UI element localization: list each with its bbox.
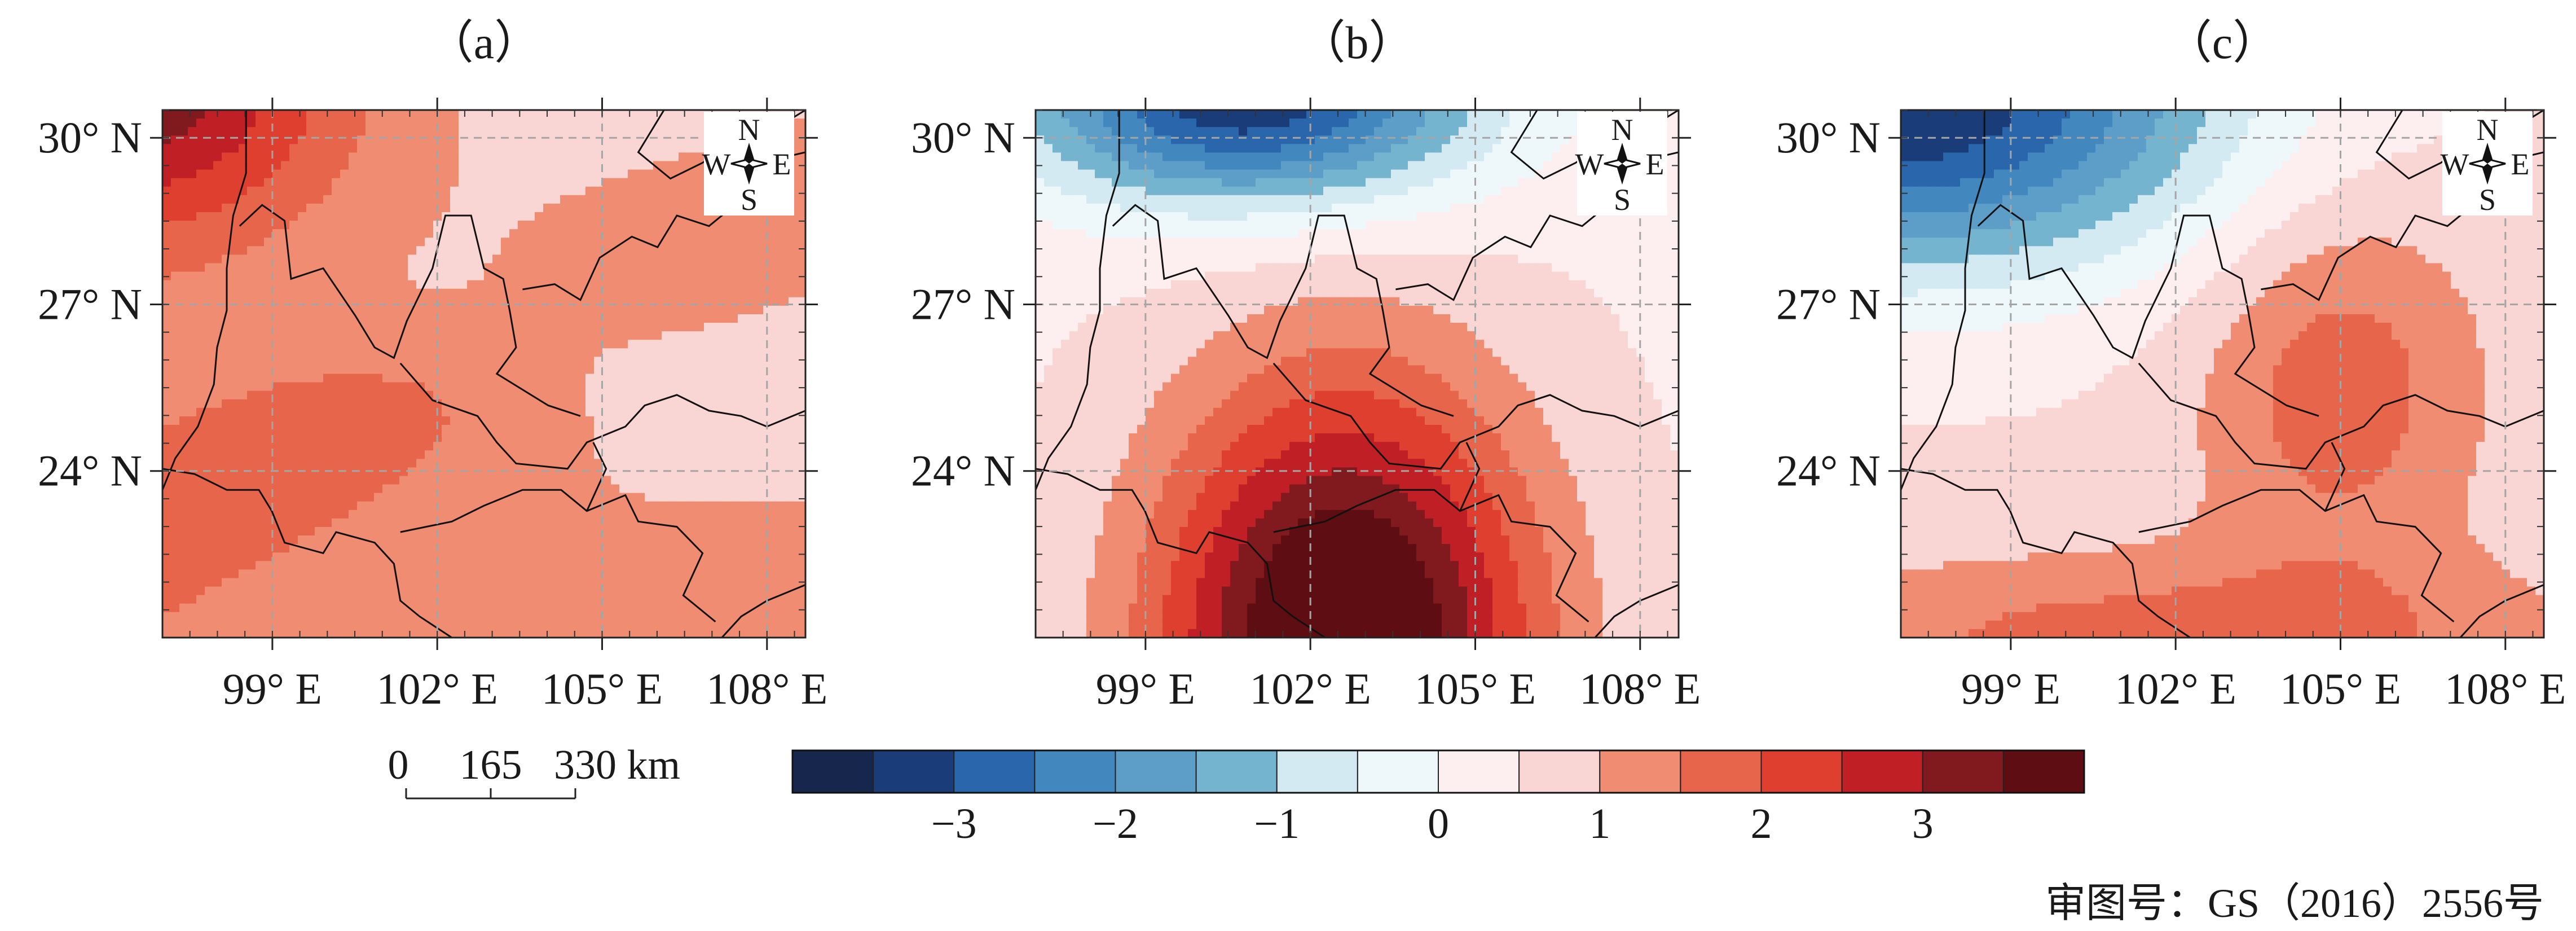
lat-tick-label: 30° N [911,113,1015,162]
panel-label: （c） [2166,17,2279,68]
colorbar-bin [1680,750,1762,793]
panel-label: （a） [428,17,540,68]
lon-tick-label: 108° E [706,664,827,713]
lon-tick-label: 102° E [1250,664,1371,713]
lon-tick-label: 108° E [2445,664,2566,713]
colorbar-bin [1760,750,1843,793]
map-panel-a: （a） 99° E 102° E 105° E 108° E 30° N 27° N 24° … [38,17,827,713]
lon-tick-label: 99° E [223,664,322,713]
colorbar-bin [1034,750,1116,793]
colorbar-bin [873,750,955,793]
compass-south-label: S [1614,183,1631,217]
lat-tick-label: 27° N [38,279,142,328]
colorbar-bin [1438,750,1520,793]
map-panel-b: （b） 99° E 102° E 105° E 108° E 30° N 27° N 24° … [911,17,1701,713]
compass-west-label: W [2441,147,2469,181]
colorbar-tick-label: 1 [1589,800,1610,847]
lon-tick-label: 105° E [2280,664,2401,713]
province-boundaries [1901,110,2544,638]
lon-tick-label: 102° E [377,664,498,713]
lat-tick-label: 30° N [1776,113,1881,162]
colorbar-bin [2002,750,2085,793]
compass-south-label: S [741,183,758,217]
graticule [1036,110,1679,638]
map-panel-c: （c） 99° E 102° E 105° E 108° E 30° N 27° N 24° … [1776,17,2566,713]
lon-tick-label: 99° E [1961,664,2060,713]
colorbar-bin [1115,750,1197,793]
colorbar-bin [1599,750,1681,793]
colorbar-bin [1922,750,2004,793]
lon-tick-label: 108° E [1579,664,1701,713]
colorbar-tick-label: 0 [1428,800,1449,847]
panel-label: （b） [1299,17,1415,68]
colorbar-tick-label: −3 [931,800,977,847]
colorbar-bin [1357,750,1439,793]
colorbar-bin [1841,750,1923,793]
compass-west-label: W [702,147,731,181]
lon-tick-label: 102° E [2115,664,2236,713]
map-frame [1034,109,1680,639]
compass-east-label: E [1646,147,1665,181]
anomaly-field [162,110,805,638]
colorbar-tick-label: 3 [1912,800,1934,847]
lat-tick-label: 24° N [38,446,142,495]
map-frame [1900,109,2545,639]
colorbar-bin [1195,750,1278,793]
compass-west-label: W [1575,147,1604,181]
north-arrow-icon: N SW E [2441,112,2533,217]
map-frame [161,109,807,639]
colorbar-bin [1276,750,1358,793]
colorbar-bin [1518,750,1601,793]
north-arrow-icon: N SW E [702,112,794,217]
compass-north-label: N [2477,113,2499,147]
compass-east-label: E [773,147,791,181]
colorbar-tick-label: −1 [1254,800,1300,847]
lon-tick-label: 105° E [1415,664,1536,713]
colorbar-tick-label: 2 [1751,800,1772,847]
colorbar: −3 −2 −1 0 1 2 3 [791,749,2085,847]
lat-tick-label: 24° N [911,446,1015,495]
lat-tick-label: 27° N [911,279,1015,328]
lat-tick-label: 24° N [1776,446,1881,495]
compass-north-label: N [1611,113,1633,147]
scale-bar-label: 330 km [554,742,680,788]
compass-east-label: E [2511,147,2530,181]
graticule [162,110,805,638]
colorbar-bin [953,750,1036,793]
north-arrow-icon: N SW E [1575,112,1667,217]
map-approval-number: 审图号：GS（2016）2556号 [2045,881,2544,926]
lat-tick-label: 30° N [38,113,142,162]
colorbar-tick-label: −2 [1093,800,1138,847]
scale-bar-label: 0 [388,742,409,788]
scale-bar-label: 165 [460,742,522,788]
scale-bar: 0 165 330 km [388,742,680,800]
lat-tick-label: 27° N [1776,279,1881,328]
lon-tick-label: 105° E [541,664,663,713]
lon-tick-label: 99° E [1096,664,1195,713]
compass-south-label: S [2479,183,2496,217]
compass-north-label: N [738,113,760,147]
colorbar-bin [792,750,874,793]
